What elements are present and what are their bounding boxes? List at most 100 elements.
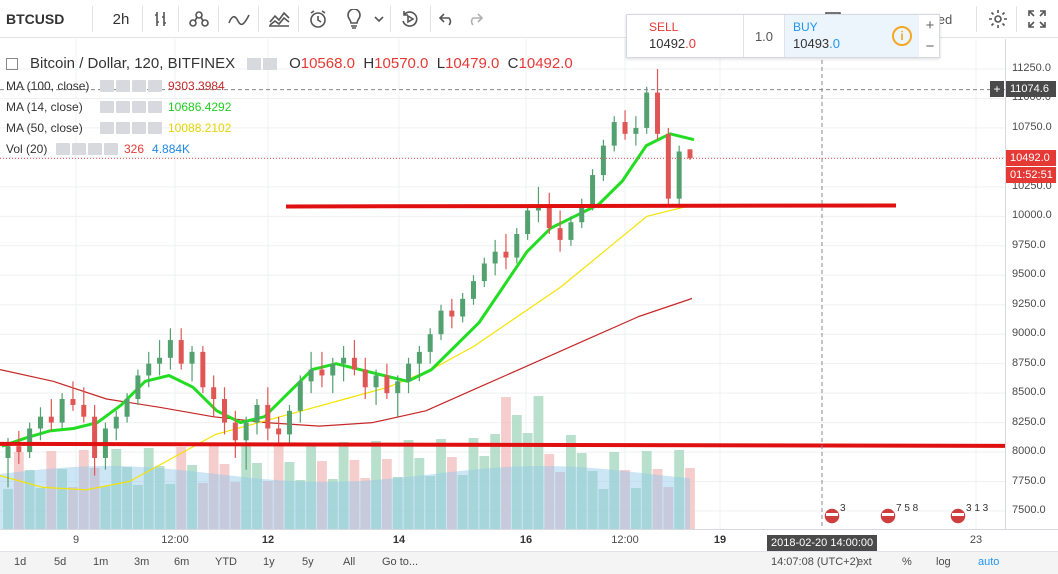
indicator-row-ma50[interactable]: MA (50, close) 10088.2102 <box>6 121 231 135</box>
price-tick-label: 7500.0 <box>1012 504 1046 516</box>
candle-body <box>276 428 282 435</box>
range-button-5d[interactable]: 5d <box>54 556 67 568</box>
increase-button[interactable]: + <box>925 17 935 34</box>
candle-body <box>341 357 347 364</box>
candle-body <box>644 92 650 128</box>
time-tick-label: 12 <box>261 534 275 546</box>
eye-icon[interactable] <box>100 80 114 92</box>
range-button-ytd[interactable]: YTD <box>215 556 237 568</box>
candle-body <box>232 422 238 441</box>
chart-pane[interactable]: 3 7 5 8 3 1 3 <box>0 39 1006 529</box>
add-alert-plus-icon[interactable]: + <box>990 81 1004 97</box>
close-icon[interactable] <box>148 80 162 92</box>
candle-body <box>590 175 596 205</box>
indicator-value: 10088.2102 <box>168 121 232 135</box>
compare-icon[interactable] <box>182 0 216 38</box>
templates-icon[interactable] <box>262 0 296 38</box>
candle-body <box>665 133 671 199</box>
save-layout-button[interactable]: ed <box>930 0 960 38</box>
range-button-1y[interactable]: 1y <box>263 556 275 568</box>
candle-body <box>70 399 76 405</box>
plus-icon[interactable] <box>132 80 146 92</box>
close-icon[interactable] <box>148 101 162 113</box>
volume-bar <box>111 449 122 529</box>
settings-icon[interactable] <box>116 101 130 113</box>
chart-type-icon[interactable] <box>146 0 176 38</box>
candle-body <box>178 340 184 364</box>
price-chart[interactable]: 3 7 5 8 3 1 3 <box>0 39 1006 529</box>
range-button-1d[interactable]: 1d <box>14 556 27 568</box>
buy-label: BUY <box>793 20 818 34</box>
settings-icon[interactable] <box>116 122 130 134</box>
settings-icon[interactable] <box>116 80 130 92</box>
sell-price-main: 10492 <box>649 36 686 51</box>
candle-body <box>167 340 173 358</box>
percent-scale-toggle[interactable]: % <box>902 556 912 568</box>
range-button-all[interactable]: All <box>343 556 356 568</box>
time-axis[interactable]: 9 12:00 12 14 16 12:00 19 23 2018-02-20 14:00:0… <box>0 529 1058 551</box>
chevron-down-icon[interactable] <box>370 0 388 38</box>
alert-clock-icon[interactable] <box>302 0 334 38</box>
eye-icon[interactable] <box>56 143 70 155</box>
settings-icon[interactable] <box>263 57 278 70</box>
indicator-row-ma14[interactable]: MA (14, close) 10686.4292 <box>6 100 231 114</box>
replay-icon[interactable] <box>394 0 426 38</box>
candle-body <box>254 404 260 423</box>
clock-timezone[interactable]: 14:07:08 (UTC+2) <box>771 556 860 568</box>
sell-button[interactable]: SELL 10492.0 <box>627 15 743 57</box>
candle-body <box>16 446 22 453</box>
indicator-name: MA (100, close) <box>6 79 90 93</box>
undo-icon[interactable] <box>434 0 460 38</box>
volume-ma-value: 4.884K <box>152 142 191 156</box>
plus-icon[interactable] <box>132 101 146 113</box>
extended-hours-toggle[interactable]: ext <box>857 556 872 568</box>
time-tick-label: 23 <box>969 534 983 546</box>
settings-gear-icon[interactable] <box>982 0 1014 38</box>
eye-icon[interactable] <box>247 57 262 70</box>
candle-body <box>633 127 639 134</box>
indicator-row-ma100[interactable]: MA (100, close) 9303.3984 <box>6 79 225 93</box>
collapse-legend-icon[interactable] <box>6 57 18 70</box>
range-button-6m[interactable]: 6m <box>174 556 190 568</box>
plus-icon[interactable] <box>88 143 102 155</box>
volume-bar <box>381 459 392 529</box>
decrease-button[interactable]: − <box>925 38 935 55</box>
toolbar-divider <box>178 6 179 32</box>
plus-icon[interactable] <box>132 122 146 134</box>
quantity-field[interactable]: 1.0 <box>743 15 785 57</box>
log-scale-toggle[interactable]: log <box>936 556 951 568</box>
price-tick-label: 9250.0 <box>1012 297 1046 310</box>
interval-button[interactable]: 2h <box>100 0 142 38</box>
time-tick-label: 14 <box>392 534 406 546</box>
buy-button[interactable]: BUY 10493.0 <box>785 15 885 57</box>
volume-bar <box>57 469 68 529</box>
close-icon[interactable] <box>148 122 162 134</box>
ma14-line <box>1 132 695 448</box>
goto-date-button[interactable]: Go to... <box>382 556 419 568</box>
redo-icon[interactable] <box>462 0 488 38</box>
volume-bar <box>197 483 208 529</box>
auto-scale-toggle[interactable]: auto <box>978 556 1000 568</box>
volume-bar <box>609 452 620 529</box>
indicators-icon[interactable] <box>222 0 256 38</box>
volume-bar <box>566 435 576 529</box>
price-axis[interactable]: 11250.011000.010750.010500.010250.010000… <box>1005 39 1058 529</box>
volume-bar <box>403 440 414 529</box>
price-tick-label: 8500.0 <box>1012 386 1046 399</box>
eye-icon[interactable] <box>100 101 114 113</box>
low-value: 10479.0 <box>445 55 500 72</box>
indicator-row-volume[interactable]: Vol (20) 326 4.884K <box>6 142 190 156</box>
lightbulb-icon[interactable] <box>338 0 370 38</box>
eye-icon[interactable] <box>100 122 114 134</box>
settings-icon[interactable] <box>72 143 86 155</box>
close-icon[interactable] <box>104 143 118 155</box>
volume-bar <box>598 489 609 529</box>
symbol-search-button[interactable]: BTCUSD <box>6 0 72 38</box>
price-tick-label: 8250.0 <box>1012 415 1046 428</box>
info-button[interactable]: i <box>885 15 919 57</box>
range-button-5y[interactable]: 5y <box>302 556 314 568</box>
range-button-1m[interactable]: 1m <box>93 556 109 568</box>
volume-ma-area <box>0 466 690 529</box>
fullscreen-icon[interactable] <box>1020 0 1054 38</box>
range-button-3m[interactable]: 3m <box>134 556 150 568</box>
